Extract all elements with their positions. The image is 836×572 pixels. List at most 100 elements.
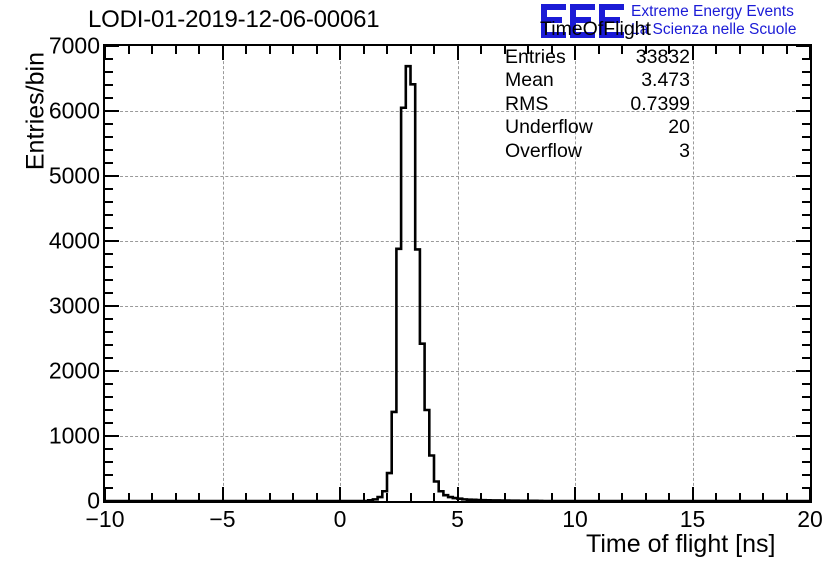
y-axis-minor-tick-right — [802, 383, 810, 385]
x-axis-minor-tick — [480, 493, 482, 501]
x-axis-minor-tick-top — [198, 46, 200, 54]
x-axis-tick-labels: −10 −5 0 5 10 15 20 — [85, 506, 822, 538]
x-axis-minor-tick — [503, 493, 506, 501]
x-axis-minor-tick — [762, 493, 764, 501]
x-axis-tick-label: −10 — [85, 506, 125, 532]
stats-box: TimeOfFlight Entries 33832 Mean 3.473 RMS 0.7… — [497, 18, 694, 163]
x-axis-major-tick-top — [221, 46, 224, 60]
stats-row-label: Entries — [505, 45, 566, 68]
y-axis-major-tick-right — [796, 110, 810, 112]
y-axis-minor-tick — [105, 253, 113, 255]
stats-row-value: 3 — [679, 139, 690, 162]
x-axis-minor-tick-top — [386, 46, 388, 54]
x-axis-major-tick — [456, 487, 459, 501]
grid-line-vertical — [457, 46, 459, 501]
x-axis-tick-label: −5 — [209, 506, 236, 532]
y-axis-tick-label: 5000 — [48, 162, 100, 189]
y-axis-minor-tick-right — [802, 474, 810, 476]
x-axis-tick-label: 0 — [333, 506, 347, 532]
y-axis-minor-tick — [105, 318, 113, 320]
y-axis-tick-label: 7000 — [48, 32, 100, 59]
stats-box-title: TimeOfFlight — [497, 18, 694, 46]
x-axis-minor-tick — [386, 493, 388, 501]
stats-row-label: RMS — [505, 92, 549, 115]
x-axis-minor-tick — [409, 493, 412, 501]
stats-row-value: 33832 — [635, 45, 690, 68]
grid-line-vertical — [575, 46, 576, 501]
y-axis-major-tick — [105, 175, 119, 177]
y-axis-minor-tick — [105, 97, 113, 99]
histogram-curve — [105, 64, 810, 501]
x-axis-major-tick — [221, 487, 224, 501]
x-axis-minor-tick — [245, 493, 247, 501]
y-axis-minor-tick-right — [802, 422, 810, 424]
y-axis-minor-tick-right — [802, 318, 810, 320]
y-axis-major-tick — [105, 240, 119, 242]
grid-line-vertical — [222, 46, 224, 501]
eee-logo-text: Extreme Energy Events La Scienza nelle S… — [631, 3, 836, 38]
y-axis-minor-tick — [105, 162, 113, 164]
y-axis-minor-tick — [105, 227, 113, 229]
x-axis-minor-tick — [527, 493, 529, 501]
y-axis-minor-tick — [105, 383, 113, 385]
y-axis-minor-tick-right — [802, 214, 810, 216]
eee-logo-mark-icon — [541, 4, 624, 38]
stats-row: Entries 33832 — [497, 46, 694, 70]
y-axis-tick-label: 0 — [87, 487, 100, 514]
x-axis-minor-tick-top — [245, 46, 247, 54]
stats-row-label: Mean — [505, 69, 554, 91]
y-axis-minor-tick-right — [802, 357, 810, 359]
grid-line-vertical — [692, 46, 694, 501]
y-axis-major-tick — [105, 46, 119, 47]
x-axis-minor-tick-top — [503, 46, 506, 54]
x-axis-minor-tick — [362, 493, 365, 501]
stats-box-rows: Entries 33832 Mean 3.473 RMS 0.7399 Underflow 2… — [497, 46, 694, 164]
x-axis-minor-tick-top — [597, 46, 600, 54]
y-axis-minor-tick-right — [802, 344, 810, 346]
x-axis-minor-tick-top — [292, 46, 294, 54]
x-axis-minor-tick — [268, 493, 271, 501]
y-axis-minor-tick-right — [802, 253, 810, 255]
y-axis-minor-tick-right — [802, 84, 810, 86]
y-axis-minor-tick-right — [802, 279, 810, 281]
stats-row: Overflow 3 — [497, 140, 694, 164]
y-axis-minor-tick — [105, 136, 113, 138]
y-axis-minor-tick — [105, 357, 113, 359]
y-axis-minor-tick-right — [802, 58, 810, 60]
x-axis-minor-tick-top — [715, 46, 717, 54]
x-axis-minor-tick — [668, 493, 670, 501]
x-axis-major-tick-top — [574, 46, 576, 60]
x-axis-minor-tick-top — [362, 46, 365, 54]
x-axis-major-tick-top — [809, 46, 810, 60]
x-axis-minor-tick-top — [621, 46, 623, 54]
y-axis-minor-tick-right — [802, 331, 810, 333]
y-axis-tick-label: 6000 — [48, 97, 100, 124]
y-axis-minor-tick-right — [802, 396, 810, 398]
y-axis-minor-tick-right — [802, 487, 810, 489]
y-axis-major-tick-right — [796, 240, 810, 242]
y-axis-major-tick-right — [796, 435, 810, 437]
x-axis-tick-label: 5 — [451, 506, 464, 532]
x-axis-minor-tick — [738, 493, 741, 501]
y-axis-minor-tick-right — [802, 162, 810, 164]
y-axis-minor-tick — [105, 292, 113, 294]
y-axis-major-tick — [105, 370, 119, 372]
stats-row-value: 3.473 — [641, 69, 690, 91]
stats-row-value: 20 — [668, 116, 690, 138]
y-axis-minor-tick-right — [802, 409, 810, 411]
x-axis-minor-tick-top — [738, 46, 741, 54]
x-axis-tick-label: 20 — [797, 506, 823, 532]
stats-row: RMS 0.7399 — [497, 93, 694, 117]
y-axis-tick-label: 2000 — [48, 357, 100, 384]
y-axis-minor-tick — [105, 487, 113, 489]
x-axis-minor-tick-top — [433, 46, 435, 54]
y-axis-minor-tick — [105, 188, 113, 190]
x-axis-major-tick — [105, 487, 106, 501]
y-axis-minor-tick-right — [802, 201, 810, 203]
x-axis-minor-tick — [433, 493, 435, 501]
eee-logo-line2: La Scienza nelle Scuole — [631, 20, 797, 38]
y-axis-minor-tick — [105, 201, 113, 203]
y-axis-minor-tick — [105, 123, 113, 125]
x-axis-minor-tick-top — [268, 46, 271, 54]
